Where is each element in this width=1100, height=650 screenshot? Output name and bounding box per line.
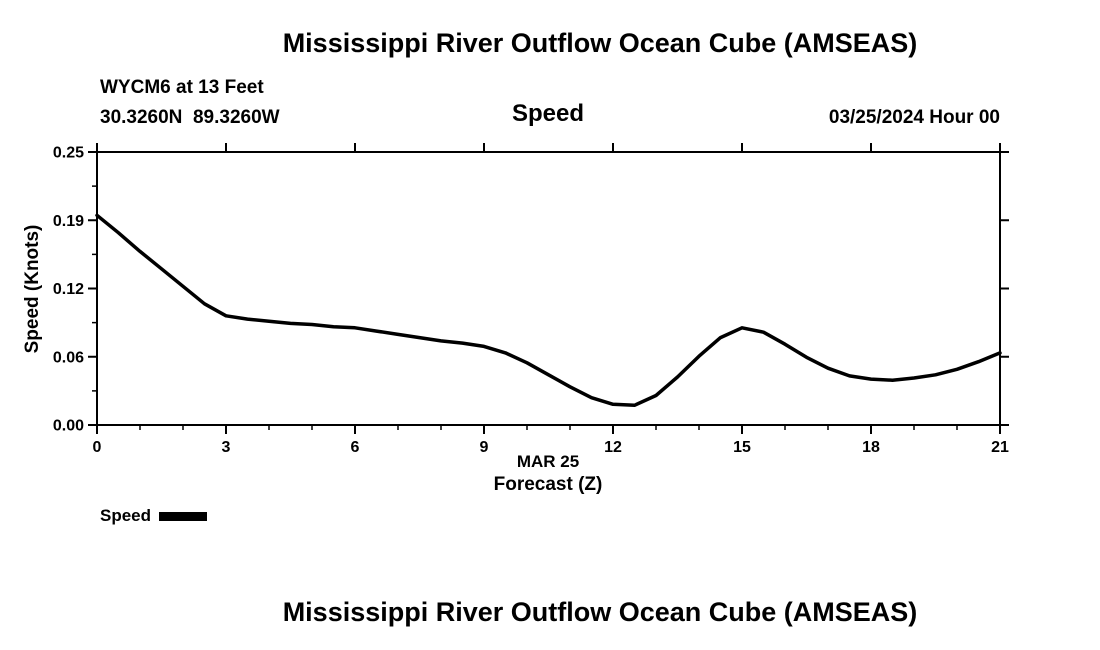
forecast-datetime: 03/25/2024 Hour 00 [828, 107, 1000, 128]
station-id: WYCM6 at 13 Feet [100, 77, 264, 98]
legend: Speed [100, 506, 208, 526]
x-tick-label: 18 [862, 439, 880, 456]
station-coordinates: 30.3260N 89.3260W [100, 107, 280, 128]
x-tick-label: 15 [733, 439, 751, 456]
x-tick-label: 3 [222, 439, 231, 456]
plot-title: Speed [511, 100, 585, 127]
y-tick-label: 0.00 [53, 418, 84, 435]
y-tick-label: 0.25 [53, 145, 84, 162]
footer-title: Mississippi River Outflow Ocean Cube (AM… [282, 597, 918, 627]
x-tick-label: 0 [93, 439, 102, 456]
x-tick-label: 21 [991, 439, 1009, 456]
plot-frame [96, 151, 1001, 426]
x-axis-label: Forecast (Z) [493, 474, 603, 495]
y-tick-label: 0.12 [53, 281, 84, 298]
x-tick-label: 6 [351, 439, 360, 456]
x-tick-label: 12 [604, 439, 622, 456]
page-title: Mississippi River Outflow Ocean Cube (AM… [282, 28, 918, 58]
legend-line-swatch [159, 511, 208, 521]
speed-series-line [95, 213, 1002, 408]
y-tick-label: 0.06 [53, 349, 84, 366]
legend-label: Speed [100, 506, 152, 525]
y-tick-label: 0.19 [53, 213, 84, 230]
x-tick-label: 9 [480, 439, 489, 456]
x-axis-date-label: MAR 25 [516, 452, 580, 471]
